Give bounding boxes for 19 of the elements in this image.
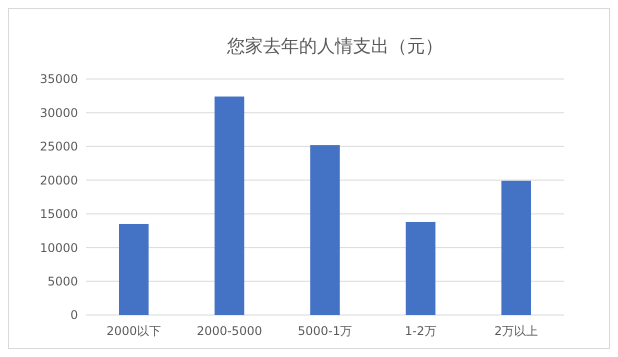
x-tick-label: 2000-5000 (196, 324, 262, 338)
y-tick-label: 25000 (40, 140, 78, 154)
x-tick-label: 5000-1万 (298, 324, 352, 338)
y-tick-label: 5000 (47, 274, 78, 288)
bar (118, 224, 149, 315)
chart-title: 您家去年的人情支出（元） (226, 36, 443, 57)
y-tick-label: 35000 (40, 72, 78, 86)
x-tick-label: 1-2万 (404, 324, 436, 338)
y-tick-label: 0 (70, 308, 78, 322)
y-tick-label: 15000 (40, 207, 78, 222)
bar (310, 145, 340, 315)
bar (406, 222, 436, 315)
y-tick-label: 30000 (40, 106, 78, 120)
x-tick-label: 2000以下 (106, 324, 162, 338)
y-tick-label: 20000 (40, 173, 78, 188)
bar (501, 180, 532, 315)
y-tick-label: 10000 (40, 240, 78, 255)
x-tick-label: 2万以上 (494, 324, 538, 338)
bar (214, 96, 244, 315)
